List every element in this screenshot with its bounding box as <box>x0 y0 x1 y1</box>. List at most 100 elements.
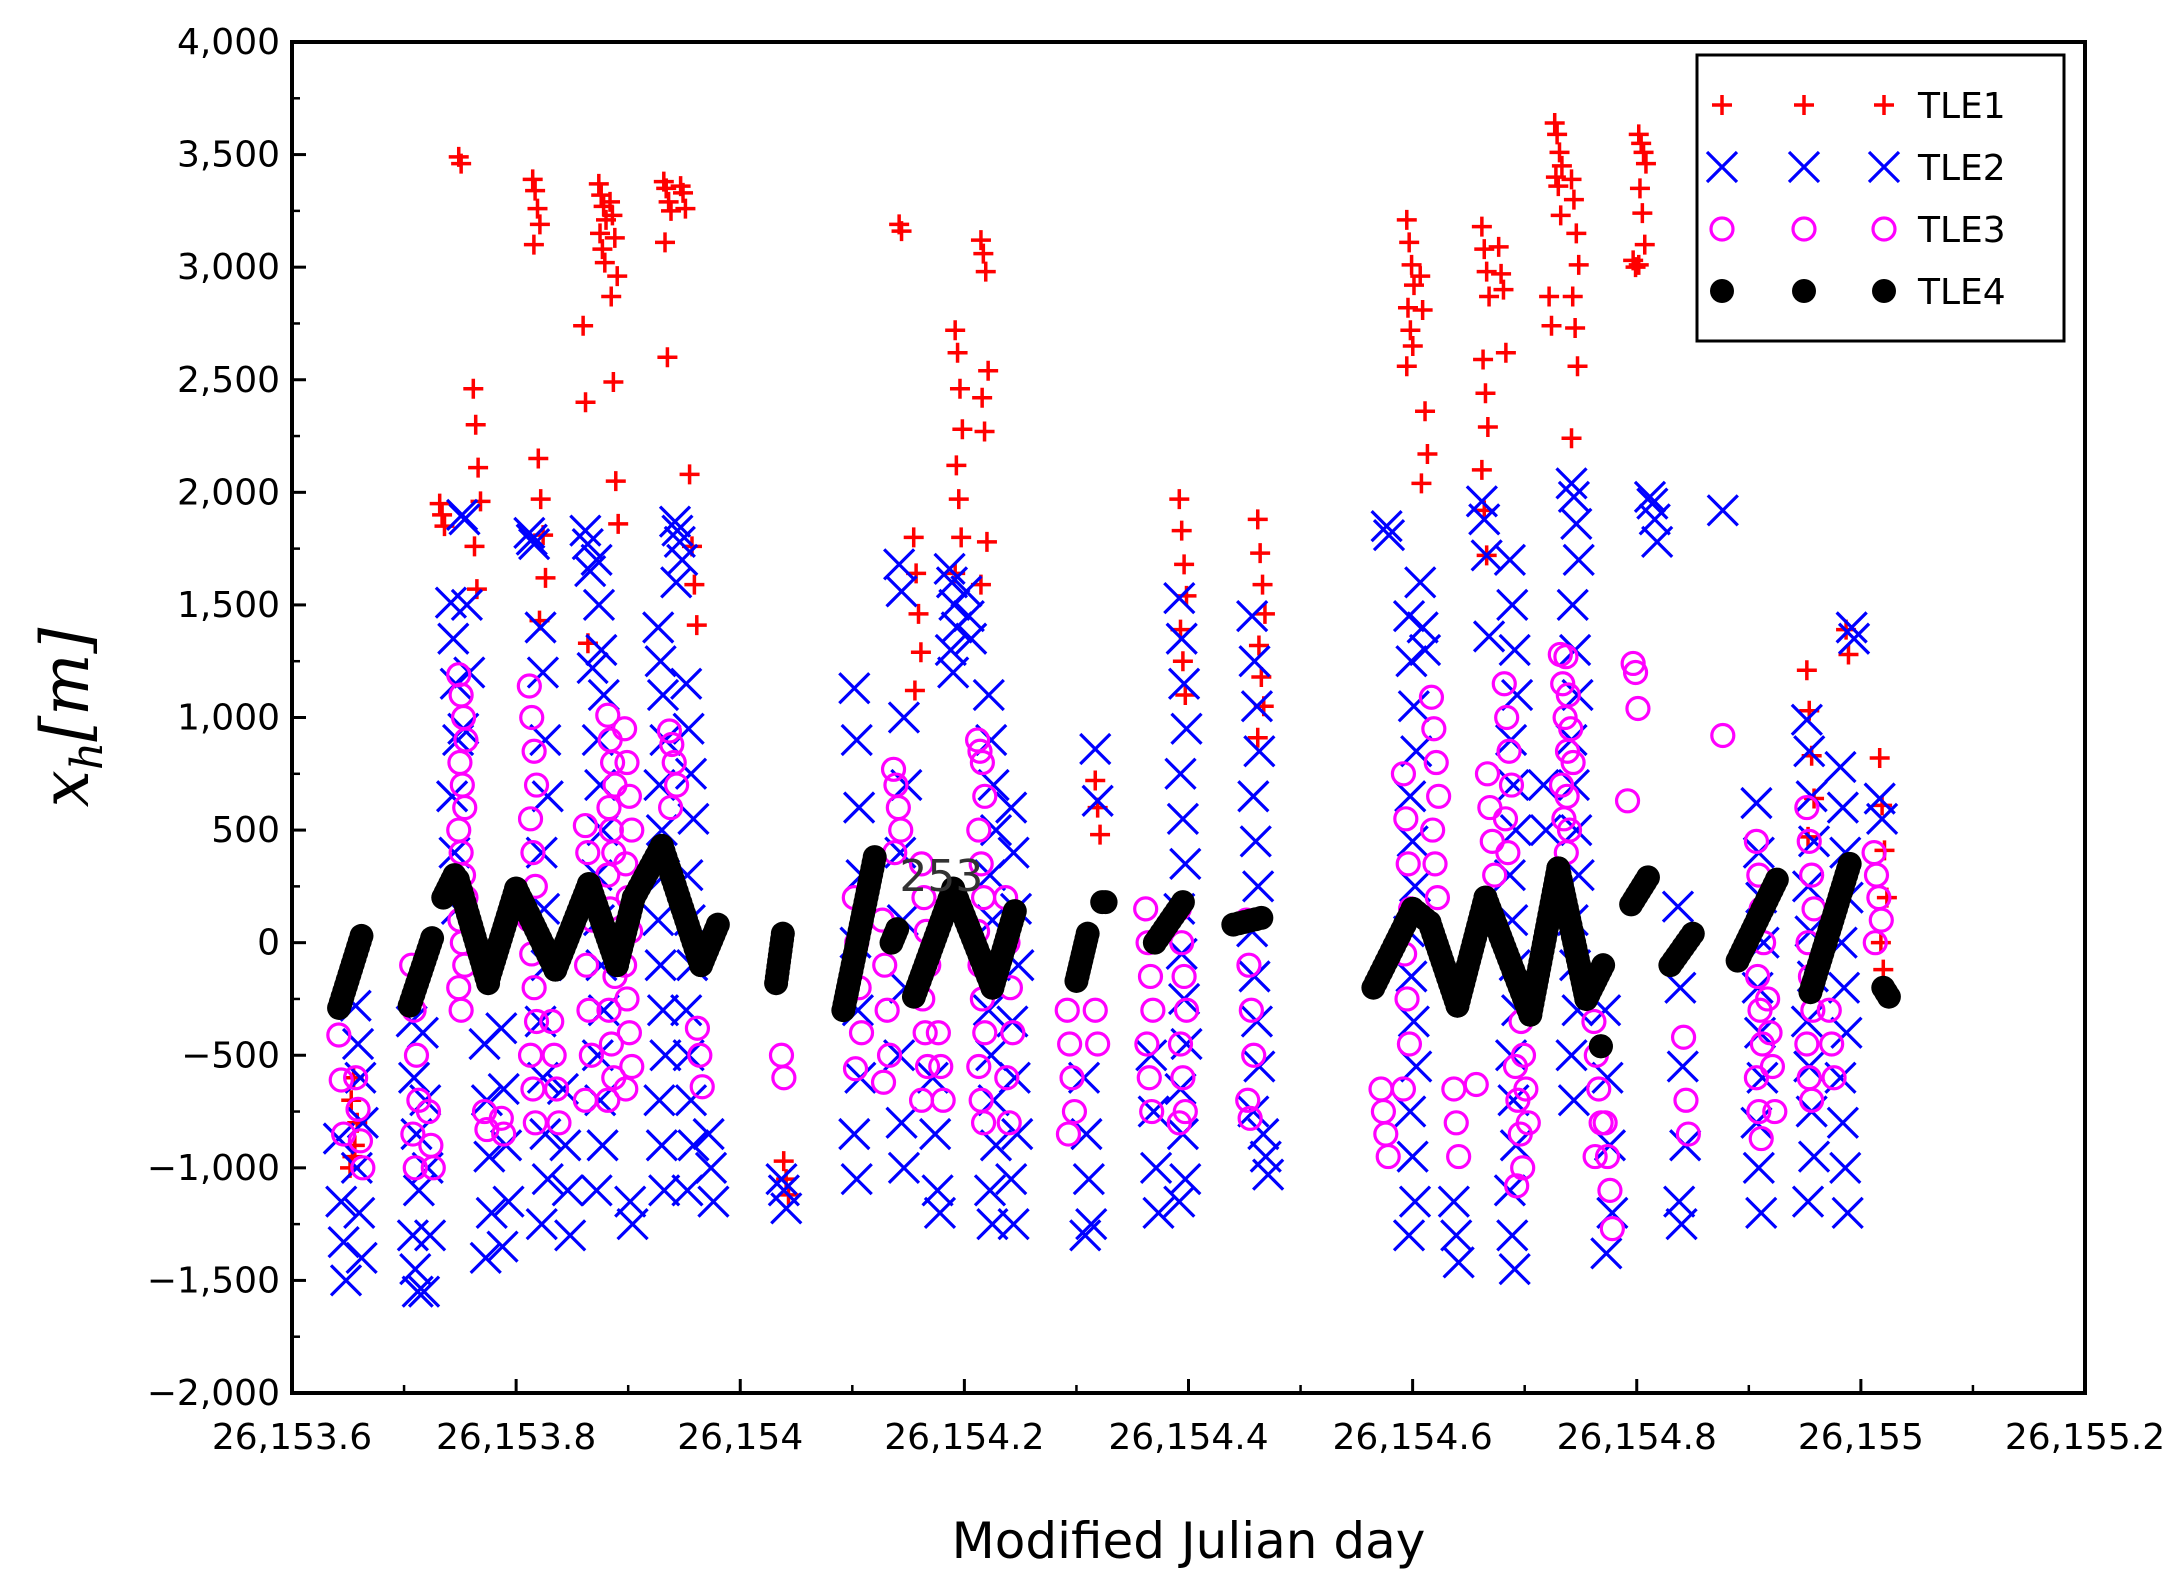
tle3-point <box>1443 1110 1469 1136</box>
tle1-point <box>679 464 700 485</box>
tle2-point <box>1496 588 1529 622</box>
tle2-point <box>661 514 694 547</box>
tle3-point <box>595 702 621 728</box>
tle1-point <box>1402 335 1423 356</box>
tle3-point <box>611 716 638 742</box>
tle3-point <box>1560 749 1586 776</box>
tle3-point <box>1496 738 1522 764</box>
tle2-point <box>1237 780 1270 813</box>
tle3-point <box>1390 1076 1417 1102</box>
tle2-point <box>1791 1185 1825 1218</box>
tle2-point <box>1163 582 1196 615</box>
tle3-point <box>908 851 935 877</box>
legend-marker <box>1787 150 1821 184</box>
tle1-point <box>1550 205 1571 226</box>
tle1-point <box>686 615 707 636</box>
tle3-point <box>1599 1216 1625 1242</box>
legend-marker <box>1871 216 1897 242</box>
tle2-point <box>1370 509 1403 543</box>
tle3-point <box>1133 896 1159 922</box>
tle1-point <box>1171 520 1192 541</box>
tle1-point <box>1635 153 1656 174</box>
tle1-point <box>1634 234 1655 255</box>
tle3-point <box>659 731 685 758</box>
tle2-point <box>1742 1151 1775 1184</box>
tle3-point <box>996 1110 1022 1136</box>
tle3-point <box>543 1076 570 1102</box>
tle4-point <box>1588 1034 1613 1059</box>
tle1-point <box>575 392 596 413</box>
tle2-point <box>1529 813 1563 847</box>
tle4-point <box>1876 984 1901 1009</box>
tle1-point <box>1415 401 1436 422</box>
tle1-point <box>1479 286 1500 307</box>
tle2-point <box>1865 802 1899 835</box>
tle1-point <box>464 536 485 557</box>
tle3-point <box>1555 682 1581 708</box>
tle1-point <box>1399 232 1420 253</box>
tle2-point <box>979 1129 1013 1162</box>
tle1-point <box>528 448 549 469</box>
tle3-point <box>1622 659 1649 686</box>
tle2-point <box>549 1129 582 1162</box>
tle3-point <box>1238 997 1264 1023</box>
tle4-point <box>1002 899 1027 924</box>
tle3-point <box>1421 716 1447 742</box>
y-axis-title-unit: [m] <box>27 627 104 741</box>
tle3-point <box>1594 1143 1621 1170</box>
tle1-point <box>530 489 551 510</box>
tle3-point <box>1586 1076 1612 1102</box>
tle2-point <box>1496 1219 1529 1252</box>
tle2-point <box>1740 786 1773 820</box>
tle2-point <box>1557 480 1591 513</box>
tle3-point <box>1395 851 1421 877</box>
tle1-point <box>1090 824 1111 845</box>
tle3-point <box>972 783 998 809</box>
tle2-point <box>649 1039 682 1072</box>
tle3-point <box>912 1020 938 1046</box>
tle3-point <box>880 756 907 782</box>
tle2-point <box>950 575 983 608</box>
tle1-point <box>1174 554 1195 575</box>
tle3-point <box>1625 695 1651 722</box>
tle1-point <box>655 232 676 253</box>
tle3-point <box>1137 963 1164 990</box>
tle2-point <box>1395 645 1428 678</box>
tle3-point <box>1054 997 1080 1023</box>
tle3-point <box>471 1098 498 1125</box>
tle3-point <box>452 794 478 821</box>
tle1-point <box>948 489 969 510</box>
tle1-point <box>1172 651 1193 672</box>
tle4-point <box>1837 851 1862 876</box>
tle2-point <box>1830 1016 1863 1049</box>
tle2-point <box>887 1151 921 1184</box>
tle2-point <box>677 1129 710 1162</box>
tle3-point <box>1582 1143 1608 1170</box>
tle1-point <box>1252 574 1273 595</box>
tle3-point <box>1494 704 1520 731</box>
tle2-point <box>887 701 921 734</box>
tle3-point <box>1375 1143 1401 1170</box>
tle4-point <box>1093 890 1118 915</box>
tle2-point <box>1790 703 1823 736</box>
tle3-point <box>966 817 992 843</box>
tle2-point <box>1079 732 1112 766</box>
tle1-point <box>1565 317 1586 338</box>
tle2-point <box>1163 1185 1196 1218</box>
tle1-point <box>1400 320 1421 341</box>
tle3-point <box>1055 1121 1082 1147</box>
tle2-point <box>995 1162 1028 1196</box>
tle2-point <box>437 622 470 655</box>
tle1-point <box>608 513 629 534</box>
tle3-point <box>541 1042 567 1068</box>
tle2-point <box>1498 1253 1531 1286</box>
tle3-point <box>350 1155 376 1181</box>
tle2-point <box>569 514 602 547</box>
tle2-point <box>1666 1050 1699 1083</box>
tle1-point <box>602 205 623 226</box>
tle1-point <box>1476 261 1497 282</box>
axis-layer: −2,000 −1,500 −1,000 −500 0 500 1,000 1,500 2,00… <box>147 22 2165 1458</box>
y-axis-title-subscript: h <box>62 742 113 770</box>
legend-marker <box>1791 216 1817 242</box>
tle3-point <box>1748 1125 1774 1152</box>
